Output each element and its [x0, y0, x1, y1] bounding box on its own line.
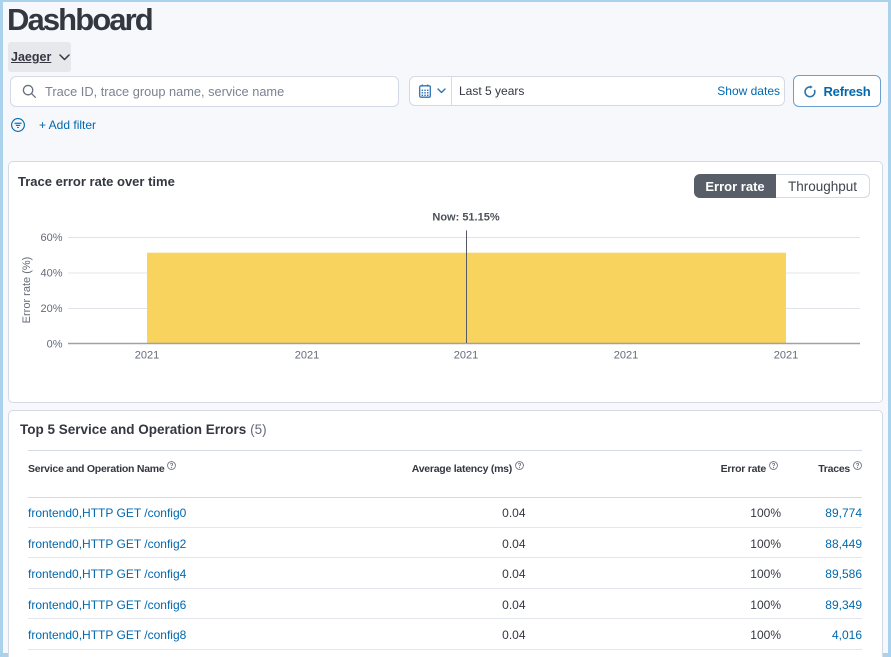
svg-text:40%: 40%	[40, 268, 62, 280]
svg-text:20%: 20%	[40, 303, 62, 315]
svg-text:2021: 2021	[454, 350, 478, 362]
svg-text:0%: 0%	[47, 339, 63, 351]
svg-text:2021: 2021	[135, 350, 159, 362]
svg-text:2021: 2021	[295, 350, 319, 362]
svg-text:60%: 60%	[40, 232, 62, 244]
svg-text:Now: 51.15%: Now: 51.15%	[432, 212, 499, 224]
svg-text:Error rate (%): Error rate (%)	[21, 257, 33, 324]
svg-text:2021: 2021	[614, 350, 638, 362]
svg-text:2021: 2021	[774, 350, 798, 362]
